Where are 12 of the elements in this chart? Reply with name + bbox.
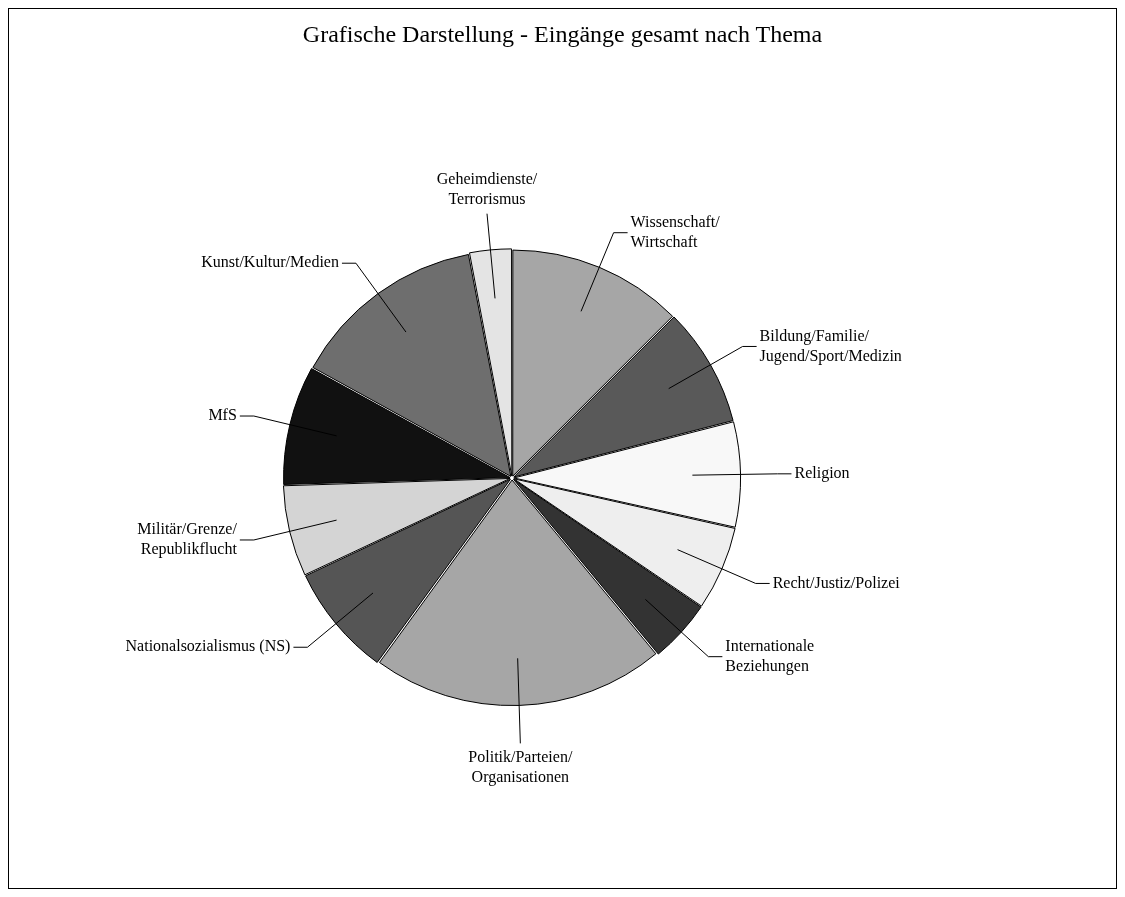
chart-title: Grafische Darstellung - Eingänge gesamt nach Thema [301, 20, 824, 49]
slice-label: MfS [208, 406, 237, 424]
slice-label: Religion [794, 464, 850, 483]
slice-label: Bildung/Familie/ Jugend/Sport/Medizin [759, 326, 902, 365]
slice-label: Internationale Beziehungen [725, 636, 815, 675]
slice-label: Recht/Justiz/Polizei [772, 573, 901, 591]
slice-label: Militär/Grenze/ Republikflucht [137, 520, 238, 559]
slice-label: Geheimdienste/ Terrorismus [436, 169, 538, 207]
slice-label: Politik/Parteien/ Organisationen [468, 747, 573, 786]
slice-label: Nationalsozialismus (NS) [125, 637, 291, 656]
slice-label: Wissenschaft/ Wirtschaft [630, 212, 721, 250]
slice-label: Kunst/Kultur/Medien [201, 253, 339, 271]
